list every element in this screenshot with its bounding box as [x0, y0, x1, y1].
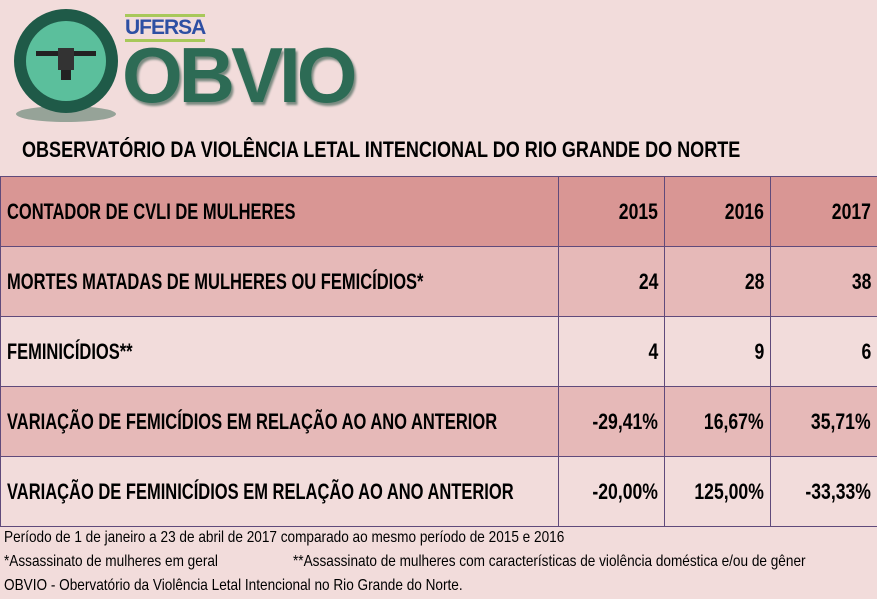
cell-value: 4 [648, 338, 658, 364]
cvli-table: CONTADOR DE CVLI DE MULHERES 2015 2016 2… [0, 176, 877, 527]
table-row: VARIAÇÃO DE FEMINICÍDIOS EM RELAÇÃO AO A… [0, 456, 877, 527]
cell-value: 24 [638, 268, 658, 294]
obvio-badge-logo [14, 9, 118, 122]
year-2017: 2017 [831, 198, 871, 224]
cell-value: 9 [754, 338, 764, 364]
cell-value: 38 [851, 268, 871, 294]
period-note: Período de 1 de janeiro a 23 de abril de… [4, 529, 565, 546]
row-label: MORTES MATADAS DE MULHERES OU FEMICÍDIOS… [7, 268, 424, 294]
cell-value: 125,00% [694, 478, 764, 504]
source-note: OBVIO - Obervatório da Violência Letal I… [4, 577, 463, 594]
row-label: FEMINICÍDIOS** [7, 338, 133, 364]
footnote-feminicidio: **Assassinato de mulheres com caracterís… [293, 553, 806, 570]
year-2016: 2016 [724, 198, 764, 224]
footnotes-line: *Assassinato de mulheres em geral **Assas… [4, 553, 806, 571]
ufersa-logo: UFERSA [125, 14, 206, 42]
cell-value: 35,71% [811, 408, 871, 434]
row-label: VARIAÇÃO DE FEMICÍDIOS EM RELAÇÃO AO ANO… [7, 408, 498, 434]
table-row: MORTES MATADAS DE MULHERES OU FEMICÍDIOS… [0, 246, 877, 317]
year-2015: 2015 [618, 198, 658, 224]
header-label: CONTADOR DE CVLI DE MULHERES [7, 198, 296, 224]
table-row: FEMINICÍDIOS** 4 9 6 [0, 316, 877, 387]
cell-value: 16,67% [704, 408, 764, 434]
cell-value: -20,00% [592, 478, 658, 504]
table-row: VARIAÇÃO DE FEMICÍDIOS EM RELAÇÃO AO ANO… [0, 386, 877, 457]
row-label: VARIAÇÃO DE FEMINICÍDIOS EM RELAÇÃO AO A… [7, 478, 514, 504]
footnote-femicidio: *Assassinato de mulheres em geral [4, 553, 218, 570]
cell-value: -29,41% [592, 408, 658, 434]
cell-value: 6 [861, 338, 871, 364]
page-title: OBSERVATÓRIO DA VIOLÊNCIA LETAL INTENCIO… [22, 137, 741, 162]
cell-value: -33,33% [805, 478, 871, 504]
cell-value: 28 [744, 268, 764, 294]
obvio-wordmark: OBVIO [122, 31, 357, 119]
table-header-row: CONTADOR DE CVLI DE MULHERES 2015 2016 2… [0, 176, 877, 247]
